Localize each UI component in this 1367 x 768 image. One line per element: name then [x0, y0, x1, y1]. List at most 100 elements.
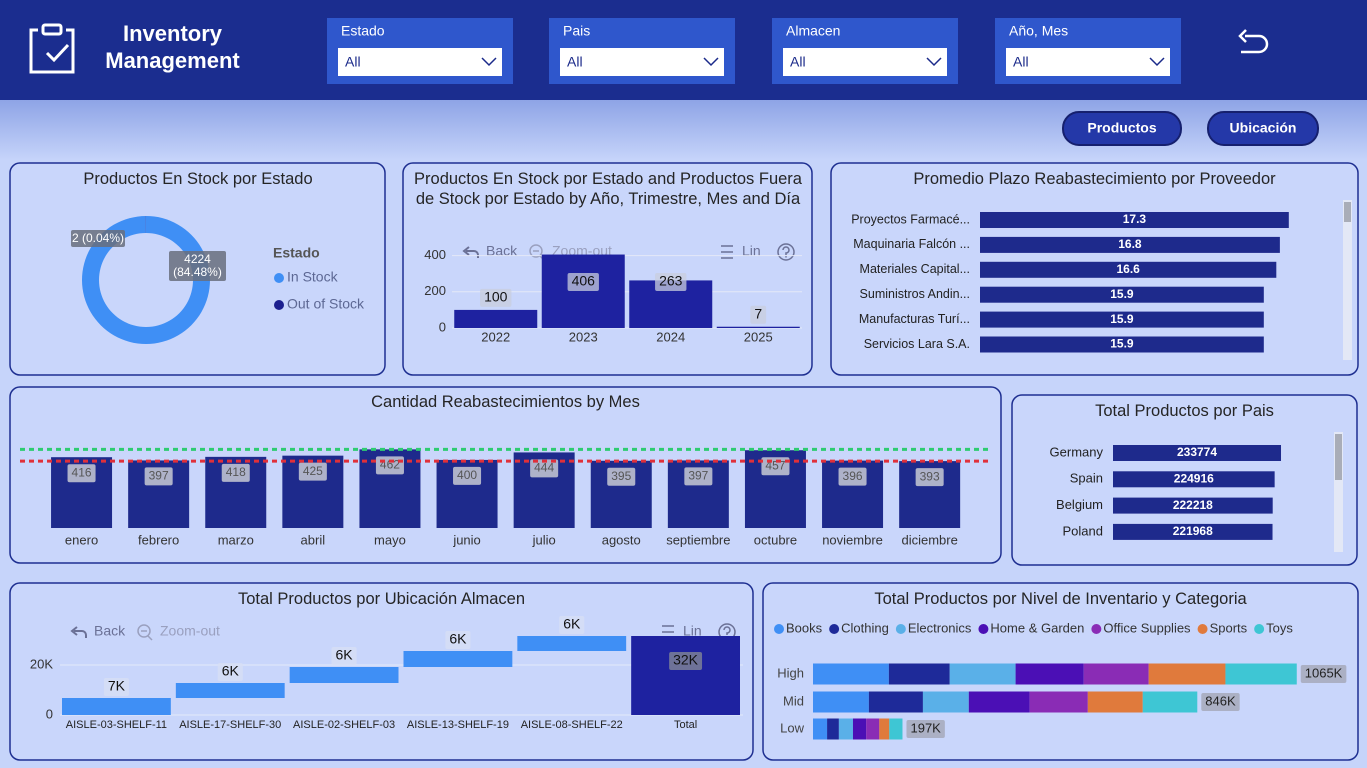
value-label: 100 — [484, 289, 508, 305]
value-label: 7 — [754, 305, 762, 321]
legend-marker — [829, 624, 840, 634]
category-label: Maquinaria Falcón ... — [853, 237, 970, 251]
value-label-bg — [453, 466, 482, 485]
legend-label: Out of Stock — [287, 296, 365, 312]
y-tick-label: 20K — [30, 656, 53, 671]
stack-segment — [1087, 691, 1143, 713]
toolbar-lin[interactable]: Lin — [742, 243, 761, 259]
dropdown-value: All — [567, 54, 583, 70]
bar — [980, 212, 1289, 228]
x-tick-label: febrero — [138, 532, 179, 547]
stack-segment — [1029, 691, 1088, 713]
bar — [980, 236, 1280, 253]
dropdown-value: All — [790, 54, 806, 70]
filter-dropdown[interactable]: All — [338, 48, 502, 76]
legend-marker — [774, 624, 784, 634]
waterfall-bar — [175, 683, 285, 698]
legend-label: Toys — [1266, 620, 1293, 635]
x-tick-label: noviembre — [822, 532, 883, 547]
dropdown-box — [560, 48, 724, 76]
value-label: 222218 — [1173, 498, 1213, 512]
donut-label: 4224 (84.48%) — [169, 251, 226, 281]
chart-title: Productos En Stock por Estado — [83, 170, 313, 188]
bar — [541, 254, 625, 328]
help-icon[interactable] — [777, 243, 795, 261]
value-label: 233774 — [1177, 445, 1217, 459]
value-label: 15.9 — [1110, 287, 1134, 301]
x-tick-label: AISLE-08-SHELF-22 — [521, 719, 623, 731]
category-label: Servicios Lara S.A. — [864, 337, 970, 351]
nav-button[interactable]: Ubicación — [1207, 111, 1319, 146]
total-label: 846K — [1205, 693, 1236, 708]
value-label: 221968 — [1173, 524, 1213, 538]
x-tick-label: octubre — [754, 532, 797, 547]
x-tick-label: AISLE-03-SHELF-11 — [66, 719, 167, 731]
value-label-bg — [67, 464, 96, 483]
scrollbar[interactable] — [1334, 200, 1352, 552]
x-tick-label: septiembre — [666, 532, 730, 547]
value-label: 406 — [572, 273, 596, 289]
value-label: 416 — [72, 465, 92, 479]
legend-label: Books — [786, 620, 823, 635]
filter-dropdown[interactable]: All — [560, 48, 724, 76]
stack-segment — [1225, 663, 1297, 685]
value-label-bg — [445, 631, 471, 649]
stack-segment — [868, 691, 923, 713]
stack-segment — [1148, 663, 1226, 685]
filter-dropdown[interactable]: All — [1006, 48, 1170, 76]
toolbar-lin[interactable]: Lin — [683, 623, 702, 639]
chart-title: Cantidad Reabastecimientos by Mes — [371, 393, 640, 411]
dropdown-box — [1006, 48, 1170, 76]
category-label: Proyectos Farmacé... — [851, 212, 970, 226]
total-label: 197K — [910, 720, 941, 735]
value-label: 6K — [222, 663, 240, 679]
undo-icon[interactable] — [1238, 29, 1269, 54]
x-tick-label: 2023 — [569, 329, 598, 344]
x-tick-label: marzo — [218, 532, 254, 547]
value-label-bg — [559, 616, 585, 634]
x-tick-label: agosto — [602, 532, 641, 547]
toolbar-back[interactable]: Back — [94, 623, 126, 639]
stack-segment — [866, 718, 880, 740]
value-label-bg — [331, 647, 357, 665]
filter-dropdown[interactable]: All — [783, 48, 947, 76]
button-label: Ubicación — [1230, 120, 1297, 136]
x-tick-label: enero — [65, 532, 98, 547]
value-label: 418 — [226, 465, 246, 479]
value-label: 7K — [108, 678, 126, 694]
x-tick-label: AISLE-02-SHELF-03 — [293, 719, 395, 731]
x-tick-label: 2024 — [656, 329, 685, 344]
button-label: Productos — [1087, 120, 1156, 136]
value-label-bg — [655, 273, 687, 291]
dropdown-box — [783, 48, 947, 76]
legend-marker — [1091, 624, 1102, 634]
stack-segment — [1083, 663, 1149, 685]
back-icon — [70, 626, 87, 638]
waterfall-bar — [62, 698, 171, 715]
button-box — [1062, 111, 1182, 146]
category-label: Belgium — [1056, 497, 1103, 512]
dropdown-value: All — [345, 54, 361, 70]
toolbar-back[interactable]: Back — [486, 243, 518, 259]
value-label: 16.8 — [1118, 237, 1142, 251]
app-title: Inventory Management — [105, 21, 240, 73]
value-label: 15.9 — [1110, 312, 1134, 326]
bar — [1113, 471, 1275, 488]
value-label: 6K — [336, 647, 354, 663]
value-label: 396 — [843, 469, 863, 483]
toolbar-zoom[interactable]: Zoom-out — [160, 623, 220, 639]
value-label-bg — [838, 467, 867, 486]
value-label: 6K — [563, 616, 581, 632]
x-tick-label: AISLE-13-SHELF-19 — [407, 719, 509, 731]
stack-segment — [838, 718, 853, 740]
legend-title: Estado — [273, 245, 320, 261]
value-label: 444 — [534, 461, 554, 475]
total-label-bg — [1300, 665, 1347, 683]
x-tick-label: Total — [674, 719, 697, 731]
nav-button[interactable]: Productos — [1062, 111, 1182, 146]
total-label: 32K — [673, 652, 699, 668]
stack-segment — [813, 718, 828, 740]
total-label-bg — [1201, 693, 1240, 711]
stack-segment — [813, 663, 889, 685]
